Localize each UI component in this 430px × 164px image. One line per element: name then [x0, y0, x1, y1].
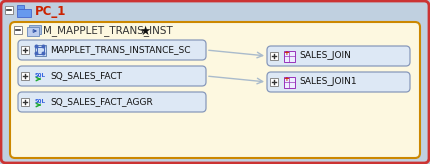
- FancyBboxPatch shape: [267, 72, 410, 92]
- Bar: [270, 78, 278, 86]
- FancyBboxPatch shape: [18, 66, 206, 86]
- FancyBboxPatch shape: [10, 22, 420, 158]
- Bar: [17, 9, 31, 17]
- FancyBboxPatch shape: [267, 46, 410, 66]
- Bar: [21, 72, 29, 80]
- Bar: [14, 26, 22, 34]
- Circle shape: [35, 52, 38, 55]
- Circle shape: [42, 45, 45, 48]
- Circle shape: [35, 45, 38, 48]
- Text: SQL: SQL: [34, 99, 46, 103]
- Bar: [5, 6, 13, 14]
- Bar: [283, 51, 295, 62]
- Bar: [270, 52, 278, 60]
- Bar: [283, 76, 295, 88]
- FancyBboxPatch shape: [18, 40, 206, 60]
- Bar: [21, 98, 29, 106]
- Circle shape: [42, 52, 45, 55]
- Text: +: +: [283, 50, 289, 56]
- Bar: [21, 46, 29, 54]
- Text: MAPPLET_TRANS_INSTANCE_SC: MAPPLET_TRANS_INSTANCE_SC: [50, 45, 190, 54]
- Text: SQ_SALES_FACT_AGGR: SQ_SALES_FACT_AGGR: [50, 98, 153, 106]
- Text: ★: ★: [139, 24, 150, 38]
- Text: SALES_JOIN1: SALES_JOIN1: [299, 78, 356, 86]
- Bar: [27, 27, 39, 36]
- Text: SQL: SQL: [34, 72, 46, 78]
- Text: SQ_SALES_FACT: SQ_SALES_FACT: [50, 72, 122, 81]
- Text: +: +: [283, 76, 289, 82]
- Bar: [17, 5, 24, 9]
- Text: SALES_JOIN: SALES_JOIN: [299, 51, 351, 61]
- Bar: [34, 44, 46, 55]
- Text: PC_1: PC_1: [35, 4, 66, 18]
- Text: M_MAPPLET_TRANS_INST: M_MAPPLET_TRANS_INST: [43, 26, 173, 36]
- FancyBboxPatch shape: [18, 92, 206, 112]
- Bar: [29, 25, 41, 34]
